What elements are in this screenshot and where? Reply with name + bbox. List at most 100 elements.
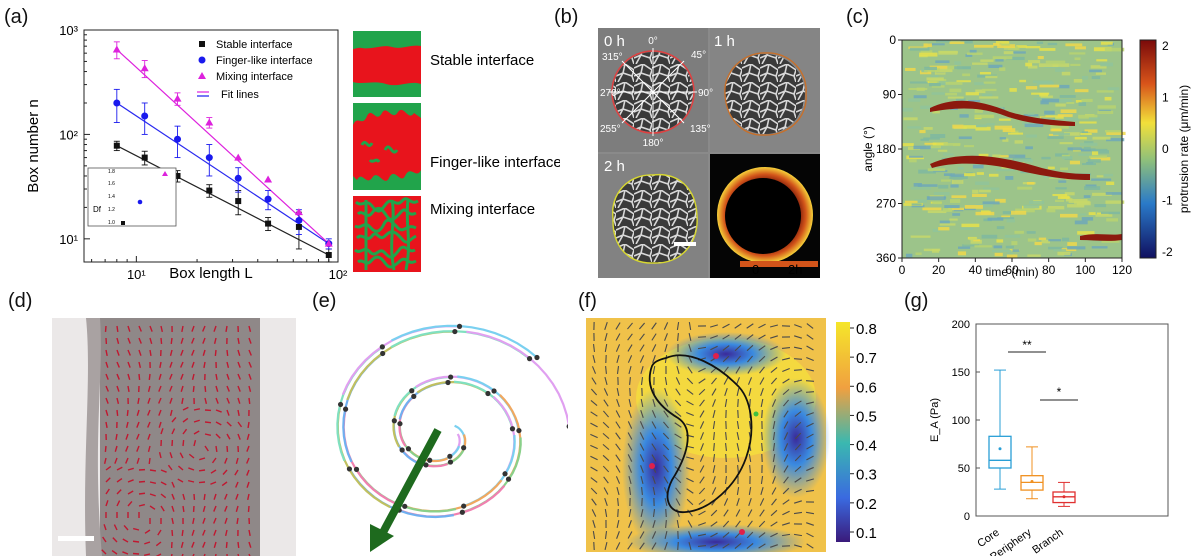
legend-marker-stable — [199, 41, 205, 47]
inset-point-stable — [121, 221, 125, 225]
x-axis-label: Box length L — [169, 265, 252, 282]
legend-stable: Stable interface — [216, 39, 292, 51]
legend: Stable interface Finger-like interface M… — [197, 39, 313, 101]
inset-point-mixing — [162, 171, 168, 176]
inset-chart: Df 1.0 1.2 1.4 1.6 1.8 — [87, 167, 177, 227]
inset-ytick-4: 1.6 — [108, 181, 115, 187]
panel-f-order-map: 0.8 0.7 0.6 0.5 0.4 0.3 0.2 0.1 — [586, 318, 877, 552]
g-ytick-1: 50 — [958, 463, 970, 475]
interface-finger-image — [353, 103, 421, 190]
c-xtick-5: 100 — [1075, 263, 1095, 277]
a-ytick-2: 10³ — [59, 23, 78, 38]
legend-mixing: Mixing interface — [216, 71, 293, 83]
trajectory-end — [447, 459, 454, 465]
cell-colony-1h — [725, 54, 805, 134]
colorbar-b-min: 0 — [752, 262, 759, 277]
time-label-0h: 0 h — [604, 33, 625, 50]
interface-stable-image — [353, 31, 421, 97]
c-cbtick-0: 2 — [1162, 39, 1169, 53]
inset-ytick-5: 1.8 — [108, 169, 115, 175]
fit-line-1 — [116, 102, 330, 245]
trajectory — [342, 408, 397, 505]
trajectory-end — [409, 388, 415, 394]
box-0 — [988, 435, 1012, 469]
point-mixing — [234, 153, 243, 161]
inset-ytick-3: 1.4 — [108, 194, 115, 200]
c-xlabel: time (min) — [985, 265, 1038, 279]
c-ylabel: angle (°) — [861, 126, 875, 172]
legend-marker-mixing — [198, 72, 206, 79]
interface-label-mixing: Mixing interface — [430, 201, 535, 218]
panel-label-e: (e) — [312, 290, 337, 312]
c-cbtick-3: -1 — [1162, 194, 1173, 208]
trajectory-end — [459, 509, 465, 515]
point-finger — [295, 216, 303, 224]
heatmap-band-2 — [930, 155, 1090, 180]
cell-colony-2h — [612, 173, 698, 264]
trajectory-end — [505, 476, 512, 482]
inset-ylabel: Df — [93, 205, 102, 214]
inset-ytick-1: 1.0 — [108, 220, 115, 226]
legend-marker-finger — [198, 56, 206, 64]
point-mixing — [173, 94, 182, 102]
heatmap-band-3 — [1080, 234, 1122, 241]
defect-2 — [713, 353, 719, 359]
trajectory-end — [427, 457, 433, 463]
angle-90: 90° — [698, 88, 713, 99]
point-mixing — [324, 239, 333, 247]
trajectory-end — [353, 466, 360, 472]
c-ytick-2: 180 — [876, 142, 896, 156]
c-ytick-1: 90 — [883, 88, 897, 102]
c-xtick-3: 60 — [1005, 263, 1019, 277]
c-xtick-4: 80 — [1042, 263, 1056, 277]
trajectory-end — [566, 424, 568, 429]
point-mixing — [264, 175, 273, 183]
trajectory — [453, 380, 514, 430]
point-stable — [113, 142, 120, 149]
trajectory-end — [509, 426, 516, 432]
defect-3 — [739, 529, 745, 535]
migration-arrow-shaft — [376, 428, 442, 540]
trajectory-end — [346, 466, 353, 472]
panel-label-f: (f) — [578, 290, 597, 312]
trajectory — [404, 479, 503, 513]
g-ylabel: E_A (Pa) — [929, 398, 941, 442]
panel-a-chart: 10¹ 10² 10³ 10¹ 10² Box number n Box length… — [25, 23, 560, 282]
point-finger — [205, 154, 213, 162]
panel-d-flow-field — [52, 318, 296, 556]
trajectory-end — [405, 446, 412, 452]
trajectory-end — [452, 328, 458, 335]
sig-core-periphery: ** — [1022, 338, 1032, 352]
angle-180: 180° — [643, 138, 664, 149]
c-xtick-2: 40 — [969, 263, 983, 277]
a-xtick-0: 10¹ — [127, 267, 146, 282]
a-ytick-1: 10² — [59, 127, 78, 142]
c-colorbar — [1139, 39, 1157, 259]
cell-strip — [100, 318, 260, 556]
point-stable — [325, 252, 332, 259]
g-xlabel-2: Branch — [1030, 527, 1065, 556]
a-xtick-1: 10² — [329, 267, 348, 282]
c-xtick-1: 20 — [932, 263, 946, 277]
point-stable — [206, 187, 213, 194]
trajectory — [466, 330, 568, 427]
point-stable — [235, 198, 242, 205]
point-mixing — [140, 64, 149, 72]
f-colorbar — [836, 322, 850, 542]
trajectory-end — [380, 350, 386, 357]
trajectory-end — [337, 401, 344, 408]
c-cbtick-2: 0 — [1162, 142, 1169, 156]
panel-label-c: (c) — [846, 6, 870, 28]
trajectory — [398, 485, 506, 518]
panel-b-micrographs: 0 h 0° 45° 90° 135° 180° 255° 270° 315° … — [598, 28, 820, 278]
trajectory-end — [397, 421, 403, 427]
trajectory-end — [461, 445, 467, 451]
point-stable — [265, 220, 272, 227]
fit-line-0 — [116, 145, 330, 256]
f-cbtick-1: 0.7 — [856, 350, 877, 367]
point-mixing — [112, 45, 121, 53]
interface-label-stable: Stable interface — [430, 52, 534, 69]
trajectory-end — [399, 447, 405, 453]
c-xtick-6: 120 — [1112, 263, 1132, 277]
